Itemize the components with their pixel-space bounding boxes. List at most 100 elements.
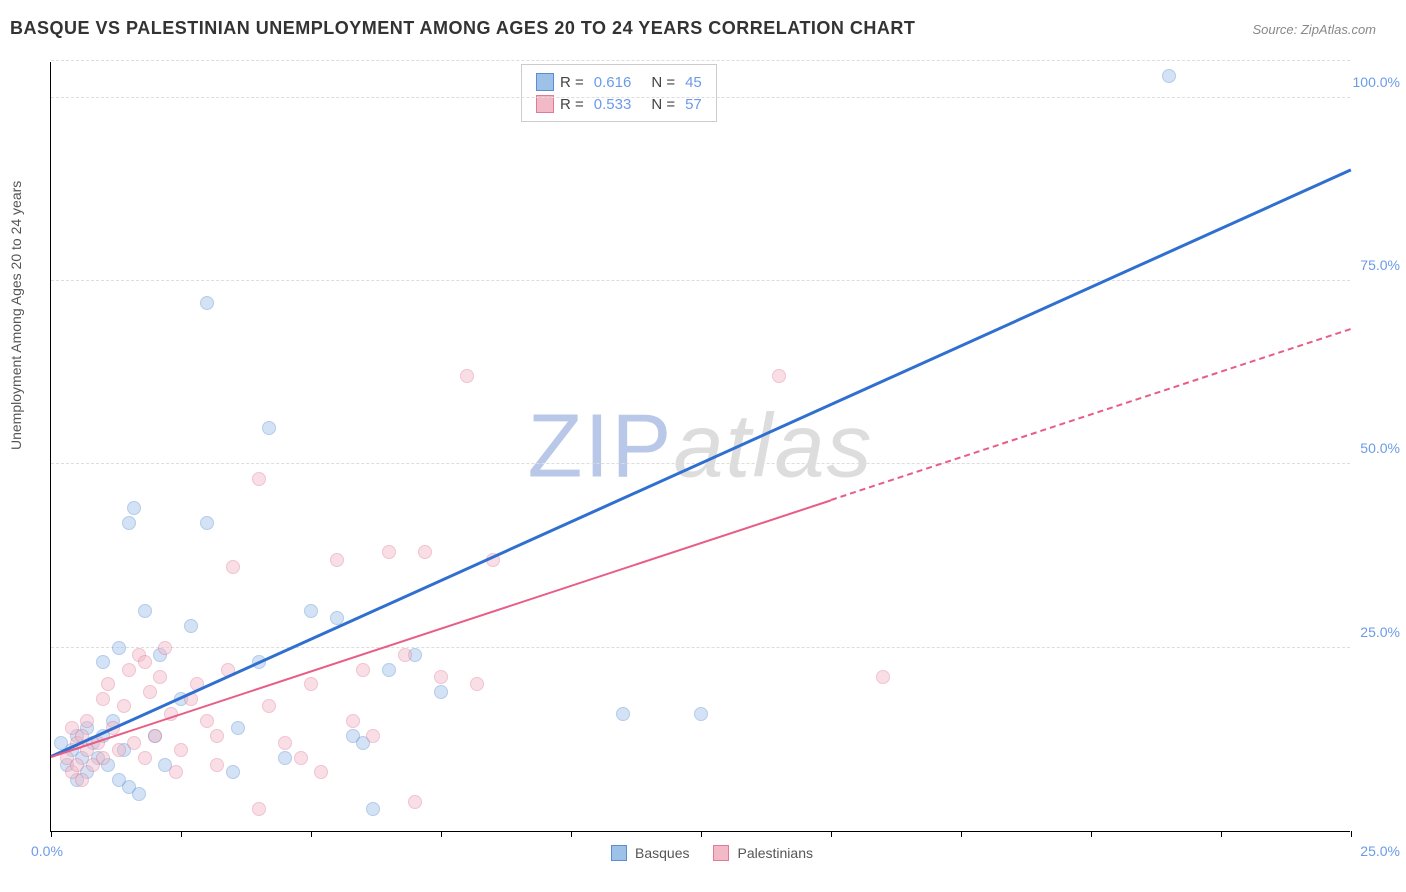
scatter-point bbox=[616, 707, 630, 721]
x-axis-max-label: 25.0% bbox=[1360, 843, 1400, 859]
scatter-point bbox=[65, 721, 79, 735]
y-axis-label: Unemployment Among Ages 20 to 24 years bbox=[8, 181, 24, 450]
scatter-point bbox=[143, 685, 157, 699]
scatter-point bbox=[122, 516, 136, 530]
scatter-point bbox=[148, 729, 162, 743]
gridline bbox=[51, 280, 1350, 281]
legend-item-palestinians: Palestinians bbox=[713, 845, 813, 861]
scatter-point bbox=[330, 553, 344, 567]
scatter-point bbox=[252, 802, 266, 816]
n-value-basques: 45 bbox=[685, 74, 702, 91]
scatter-point bbox=[138, 751, 152, 765]
scatter-point bbox=[226, 560, 240, 574]
x-tick bbox=[1091, 831, 1092, 837]
scatter-point bbox=[200, 516, 214, 530]
scatter-point bbox=[366, 729, 380, 743]
y-tick-label: 100.0% bbox=[1353, 74, 1400, 90]
trend-line bbox=[831, 328, 1352, 501]
legend-swatch-basques bbox=[536, 73, 554, 91]
scatter-point bbox=[278, 751, 292, 765]
gridline bbox=[51, 60, 1350, 61]
x-tick bbox=[1221, 831, 1222, 837]
legend-label-palestinians: Palestinians bbox=[737, 845, 813, 861]
scatter-point bbox=[304, 677, 318, 691]
scatter-point bbox=[174, 743, 188, 757]
scatter-point bbox=[210, 758, 224, 772]
scatter-point bbox=[262, 699, 276, 713]
scatter-point bbox=[356, 663, 370, 677]
watermark-atlas: atlas bbox=[673, 396, 873, 496]
scatter-point bbox=[470, 677, 484, 691]
scatter-point bbox=[112, 743, 126, 757]
correlation-legend: R = 0.616 N = 45 R = 0.533 N = 57 bbox=[521, 64, 717, 122]
scatter-point bbox=[75, 773, 89, 787]
scatter-point bbox=[200, 714, 214, 728]
x-tick bbox=[1351, 831, 1352, 837]
source-attribution: Source: ZipAtlas.com bbox=[1252, 22, 1376, 37]
x-tick bbox=[571, 831, 572, 837]
legend-swatch-palestinians-icon bbox=[713, 845, 729, 861]
scatter-point bbox=[122, 663, 136, 677]
scatter-point bbox=[382, 663, 396, 677]
x-tick bbox=[961, 831, 962, 837]
y-tick-label: 25.0% bbox=[1360, 624, 1400, 640]
scatter-point bbox=[96, 692, 110, 706]
x-tick bbox=[831, 831, 832, 837]
scatter-point bbox=[153, 670, 167, 684]
scatter-point bbox=[294, 751, 308, 765]
scatter-point bbox=[70, 758, 84, 772]
gridline bbox=[51, 647, 1350, 648]
scatter-point bbox=[876, 670, 890, 684]
scatter-point bbox=[96, 751, 110, 765]
watermark: ZIPatlas bbox=[527, 395, 873, 498]
scatter-point bbox=[200, 296, 214, 310]
legend-item-basques: Basques bbox=[611, 845, 689, 861]
scatter-point bbox=[1162, 69, 1176, 83]
scatter-point bbox=[117, 699, 131, 713]
scatter-point bbox=[158, 641, 172, 655]
scatter-point bbox=[252, 472, 266, 486]
scatter-point bbox=[382, 545, 396, 559]
scatter-point bbox=[408, 795, 422, 809]
r-value-basques: 0.616 bbox=[594, 74, 632, 91]
scatter-point bbox=[434, 670, 448, 684]
series-legend: Basques Palestinians bbox=[611, 845, 813, 861]
scatter-point bbox=[772, 369, 786, 383]
legend-swatch-basques-icon bbox=[611, 845, 627, 861]
y-tick-label: 75.0% bbox=[1360, 257, 1400, 273]
scatter-point bbox=[262, 421, 276, 435]
scatter-point bbox=[346, 714, 360, 728]
r-label: R = bbox=[560, 74, 584, 91]
n-value-palestinians: 57 bbox=[685, 96, 702, 113]
n-label: N = bbox=[651, 74, 675, 91]
scatter-point bbox=[231, 721, 245, 735]
scatter-point bbox=[304, 604, 318, 618]
chart-container: BASQUE VS PALESTINIAN UNEMPLOYMENT AMONG… bbox=[0, 0, 1406, 892]
scatter-point bbox=[112, 641, 126, 655]
chart-title: BASQUE VS PALESTINIAN UNEMPLOYMENT AMONG… bbox=[10, 18, 915, 39]
scatter-point bbox=[434, 685, 448, 699]
scatter-point bbox=[278, 736, 292, 750]
scatter-point bbox=[184, 619, 198, 633]
scatter-point bbox=[169, 765, 183, 779]
scatter-point bbox=[138, 655, 152, 669]
scatter-point bbox=[80, 714, 94, 728]
scatter-point bbox=[210, 729, 224, 743]
legend-swatch-palestinians bbox=[536, 95, 554, 113]
x-axis-min-label: 0.0% bbox=[31, 843, 63, 859]
scatter-point bbox=[226, 765, 240, 779]
gridline bbox=[51, 97, 1350, 98]
x-tick bbox=[51, 831, 52, 837]
scatter-point bbox=[127, 501, 141, 515]
x-tick bbox=[701, 831, 702, 837]
r-label: R = bbox=[560, 96, 584, 113]
scatter-point bbox=[694, 707, 708, 721]
scatter-point bbox=[460, 369, 474, 383]
legend-row-basques: R = 0.616 N = 45 bbox=[536, 71, 702, 93]
scatter-point bbox=[101, 677, 115, 691]
y-tick-label: 50.0% bbox=[1360, 440, 1400, 456]
scatter-point bbox=[418, 545, 432, 559]
scatter-point bbox=[96, 655, 110, 669]
watermark-zip: ZIP bbox=[527, 396, 673, 496]
r-value-palestinians: 0.533 bbox=[594, 96, 632, 113]
